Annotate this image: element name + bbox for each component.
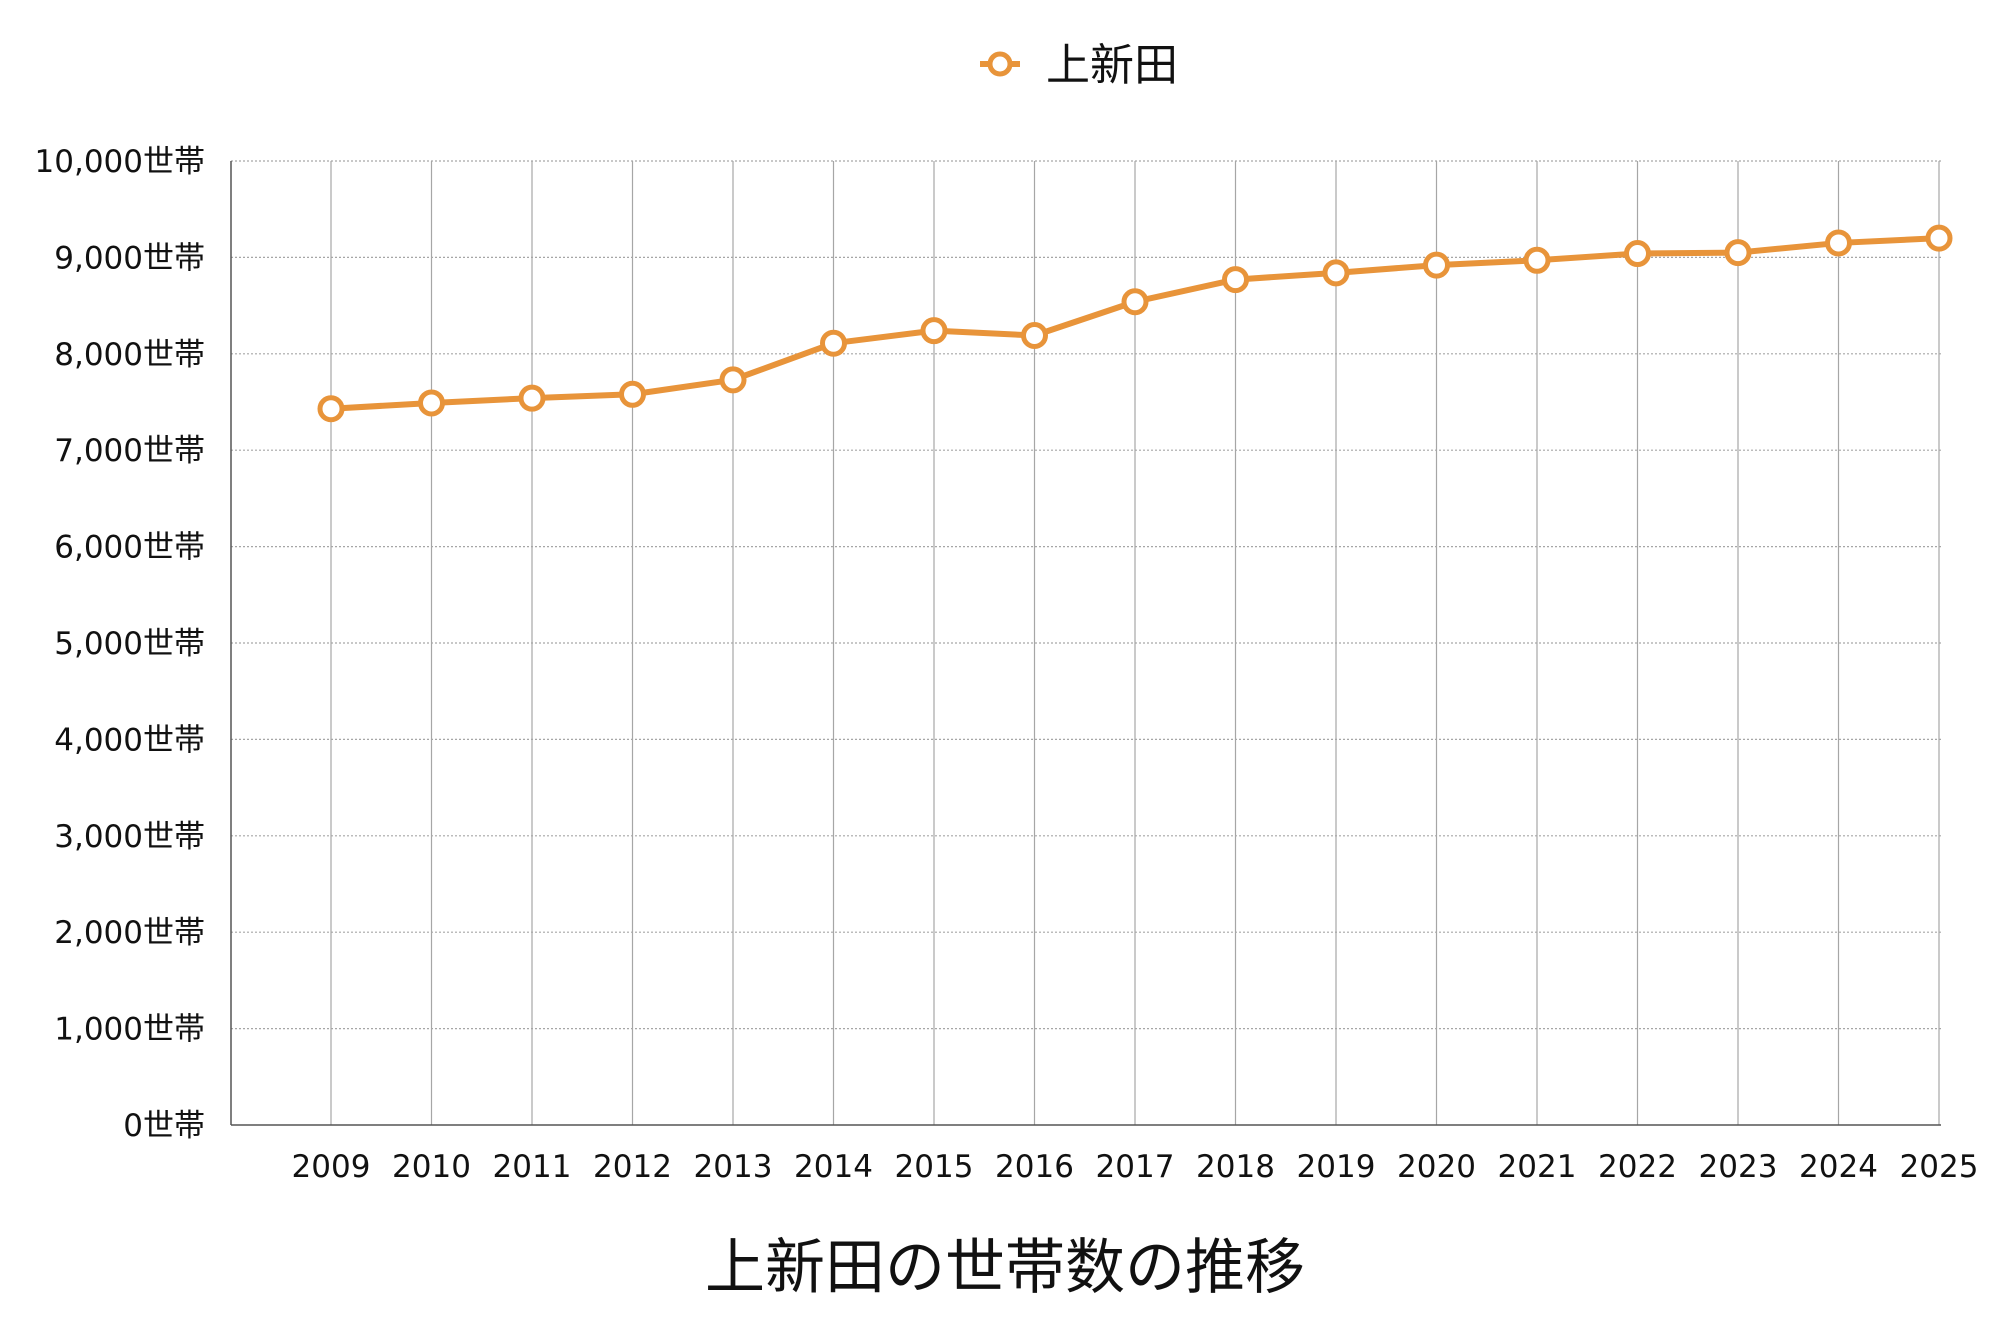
data-point bbox=[1825, 229, 1852, 257]
x-tick-label: 2021 bbox=[1498, 1149, 1577, 1185]
chart-title: 上新田の世帯数の推移 bbox=[705, 1233, 1305, 1303]
data-point bbox=[719, 366, 747, 394]
data-point bbox=[1021, 321, 1048, 349]
x-tick-label: 2019 bbox=[1297, 1149, 1376, 1185]
x-tick-label: 2020 bbox=[1397, 1149, 1476, 1185]
data-point bbox=[1624, 240, 1651, 268]
x-tick-label: 2018 bbox=[1196, 1149, 1275, 1185]
y-tick-label: 8,000世帯 bbox=[54, 337, 205, 373]
y-tick-label: 1,000世帯 bbox=[54, 1012, 205, 1048]
data-point bbox=[1724, 239, 1752, 267]
x-tick-label: 2023 bbox=[1699, 1149, 1778, 1185]
legend-label: 上新田 bbox=[1046, 40, 1178, 91]
x-tick-label: 2009 bbox=[292, 1149, 371, 1185]
gridlines bbox=[231, 160, 1941, 1125]
y-tick-label: 4,000世帯 bbox=[54, 722, 205, 758]
data-point bbox=[518, 384, 546, 412]
x-tick-label: 2013 bbox=[694, 1149, 773, 1185]
data-point bbox=[619, 380, 646, 408]
y-tick-labels: 0世帯 1,000世帯 2,000世帯 3,000世帯 4,000世帯 5,000世帯 6,… bbox=[35, 144, 205, 1144]
y-tick-label: 6,000世帯 bbox=[54, 530, 205, 566]
y-tick-label: 7,000世帯 bbox=[54, 433, 205, 469]
x-tick-label: 2022 bbox=[1598, 1149, 1677, 1185]
data-point bbox=[1121, 288, 1149, 316]
x-tick-label: 2010 bbox=[392, 1149, 471, 1185]
legend-marker-swatch bbox=[987, 51, 1013, 77]
y-tick-label: 3,000世帯 bbox=[54, 819, 205, 855]
data-point bbox=[1523, 246, 1551, 274]
data-point bbox=[1423, 251, 1450, 279]
y-tick-label: 2,000世帯 bbox=[54, 915, 205, 951]
x-tick-label: 2015 bbox=[895, 1149, 974, 1185]
data-point bbox=[820, 329, 847, 357]
data-point bbox=[418, 389, 445, 417]
series-line bbox=[317, 224, 1953, 423]
x-tick-label: 2012 bbox=[593, 1149, 672, 1185]
data-point bbox=[317, 395, 345, 423]
x-tick-label: 2011 bbox=[493, 1149, 572, 1185]
data-point bbox=[1925, 224, 1953, 252]
y-tick-label: 10,000世帯 bbox=[35, 144, 205, 180]
x-tick-label: 2017 bbox=[1096, 1149, 1175, 1185]
y-tick-label: 9,000世帯 bbox=[54, 240, 205, 276]
data-point bbox=[1322, 259, 1350, 287]
x-tick-labels: 2009 2010 2011 2012 2013 2014 2015 2016 2017 2018… bbox=[292, 1149, 1979, 1185]
x-tick-label: 2025 bbox=[1900, 1149, 1979, 1185]
legend: 上新田 bbox=[980, 40, 1178, 91]
y-tick-label: 0世帯 bbox=[123, 1108, 205, 1144]
y-tick-label: 5,000世帯 bbox=[54, 626, 205, 662]
x-tick-label: 2014 bbox=[794, 1149, 873, 1185]
axes bbox=[230, 161, 1941, 1126]
x-tick-label: 2016 bbox=[995, 1149, 1074, 1185]
data-point bbox=[920, 317, 948, 345]
data-point bbox=[1222, 266, 1249, 294]
x-tick-label: 2024 bbox=[1799, 1149, 1878, 1185]
